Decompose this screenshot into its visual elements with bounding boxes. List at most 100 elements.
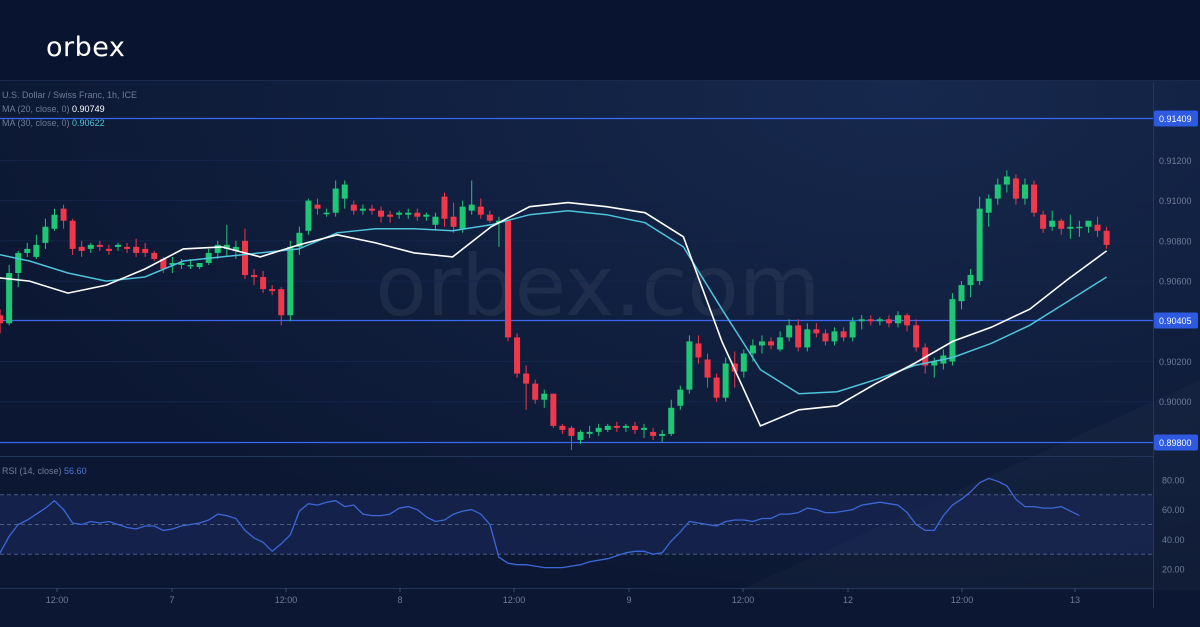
candle-body [586,431,593,434]
candle-body [1021,184,1028,199]
candle-body [42,226,49,243]
level-badge [1154,434,1198,451]
candle-body [1031,184,1038,213]
candle-body [731,363,738,372]
candle-body [133,246,140,253]
candle-body [695,343,702,358]
candle-body [477,206,484,215]
candle-body [160,258,167,269]
level-badge [1154,110,1198,127]
candle-body [33,244,40,257]
candle-body [214,244,221,253]
candle-body [441,196,448,219]
candle-body [296,232,303,247]
candle-body [1094,224,1101,231]
candle-body [1012,178,1019,199]
candle-body [305,200,312,231]
candles [0,170,1110,450]
time-tick-label: 12:00 [46,595,69,605]
time-tick-label: 12:00 [951,595,974,605]
horizontal-levels [0,117,1153,444]
candle-body [332,188,339,213]
candle-body [405,212,412,215]
candle-body [278,289,285,316]
ma30-legend: MA (30, close, 0) 0.90622 [2,118,105,128]
candle-body [187,264,194,267]
candle-body [142,248,149,253]
candle-body [786,325,793,338]
level-badge [1154,312,1198,329]
ma30-legend-value: 0.90622 [72,118,105,128]
candle-body [595,427,602,432]
candle-body [541,393,548,400]
time-tick-label: 12:00 [275,595,298,605]
price-tick-label: 0.90000 [1159,397,1192,407]
price-tick-label: 0.90800 [1159,236,1192,246]
candle-body [114,244,121,247]
candle-body [659,433,666,436]
candle-body [967,275,974,286]
candle-body [1049,220,1056,227]
header-band [0,0,1200,80]
candle-body [577,431,584,440]
candle-body [24,248,31,253]
time-axis: 12:00 7 12:00 8 12:00 9 12:00 12 12:00 13 [46,588,1080,605]
candle-body [359,208,366,211]
price-tick-label: 0.90200 [1159,357,1192,367]
rsi-legend-value: 56.60 [64,466,87,476]
candle-body [504,220,511,338]
candle-body [96,244,103,247]
candle-body [269,289,276,292]
candle-body [686,341,693,390]
candle-body [459,206,466,229]
candle-body [495,220,502,223]
candle-body [568,427,575,436]
candle-body [976,208,983,282]
candle-body [1040,214,1047,229]
candle-body [559,425,566,430]
rsi-legend-label: RSI (14, close) [2,466,62,476]
watermark: orbex.com [375,237,820,335]
candle-body [314,204,321,209]
candle-body [858,319,865,322]
price-grid [0,159,1153,403]
candle-body [650,431,657,436]
rsi-tick-label: 40.00 [1162,535,1185,545]
candle-body [613,425,620,428]
candle-body [350,204,357,211]
candle-body [414,212,421,217]
candle-body [0,315,4,324]
candle-body [849,321,856,338]
candle-body [69,220,76,249]
candle-body [341,184,348,199]
candle-body [232,246,239,251]
ma20-legend-value: 0.90749 [72,104,105,114]
candle-body [958,285,965,302]
candle-body [904,315,911,326]
candle-body [15,252,22,274]
candle-body [260,277,267,290]
candle-body [550,393,557,426]
rsi-pane: 80.00 60.00 40.00 20.00 [0,475,1185,575]
rsi-tick-label: 20.00 [1162,565,1185,575]
candle-body [768,341,775,346]
price-tick-label: 0.90600 [1159,277,1192,287]
candle-body [867,319,874,322]
candle-body [822,333,829,342]
candle-body [60,208,67,221]
candle-body [1003,176,1010,185]
candle-body [885,319,892,324]
candle-body [1103,230,1110,245]
time-tick-label: 8 [397,595,402,605]
rsi-line [0,477,1080,569]
candle-body [169,262,176,265]
candle-body [523,373,530,384]
candle-body [876,319,883,322]
candle-body [758,341,765,346]
candle-body [151,252,158,259]
candle-body [468,204,475,211]
candle-body [87,244,94,249]
rsi-legend: RSI (14, close) 56.60 [2,466,87,476]
candle-body [668,407,675,434]
